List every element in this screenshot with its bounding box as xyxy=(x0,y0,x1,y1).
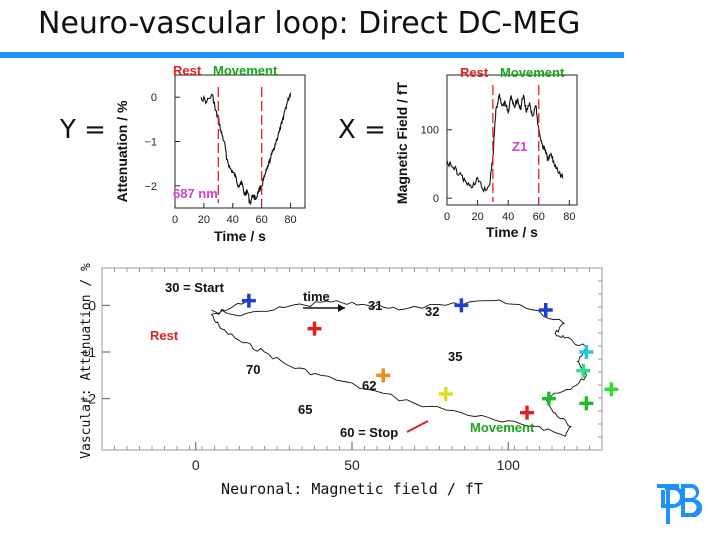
x-tick-label: 0 xyxy=(192,457,200,473)
chart2-frame xyxy=(446,74,578,206)
trajectory-marker xyxy=(579,345,594,359)
annotation-label: 70 xyxy=(246,362,260,377)
phase-loop-chart: 0 50 100 0 −1 −2 Neuronal: Magnetic field / fT… xyxy=(79,263,619,498)
wavelength-annotation: 687 nm xyxy=(173,186,218,201)
annotation-label: 32 xyxy=(425,304,439,319)
trajectory-marker xyxy=(241,293,256,308)
x-tick-label: 40 xyxy=(502,211,514,223)
x-equals-label: X = xyxy=(338,115,386,145)
channel-annotation: Z1 xyxy=(512,139,527,154)
x-tick-label: 20 xyxy=(198,214,210,226)
y-tick-label: −2 xyxy=(144,181,157,193)
annotation-label: 35 xyxy=(448,349,462,364)
annotation-label: 31 xyxy=(368,298,382,313)
y-axis-label: Magnetic Field / fT xyxy=(394,81,410,204)
annotation-label: 60 = Stop xyxy=(340,425,398,440)
y-tick-label: −1 xyxy=(80,344,96,360)
y-axis-label: Vascular: Attenuation / % xyxy=(79,263,94,459)
x-tick-label: 60 xyxy=(533,211,545,223)
y-tick-label: 100 xyxy=(421,125,439,137)
x-tick-label: 40 xyxy=(227,214,239,226)
chart3-extras: 30 = Start time 31 32 35 62 65 70 60 = Stop Rest M… xyxy=(150,280,619,440)
chart3-axes: 0 50 100 0 −1 −2 Neuronal: Magnetic field / fT… xyxy=(79,263,603,498)
y-tick-label: −2 xyxy=(80,391,96,407)
annotation-label: Movement xyxy=(470,420,535,435)
chart1-series-line xyxy=(200,92,292,206)
y-tick-label: 0 xyxy=(433,193,439,205)
title-divider xyxy=(0,52,624,58)
x-axis-label: Time / s xyxy=(214,228,266,244)
trajectory-marker xyxy=(576,363,591,378)
trajectory-marker xyxy=(307,321,322,336)
x-tick-label: 0 xyxy=(172,214,178,226)
attenuation-time-chart: 0 20 40 60 80 0 −1 −2 Time / s Attenuation / % Re… xyxy=(114,63,306,244)
x-tick-label: 60 xyxy=(256,214,268,226)
y-axis-label: Attenuation / % xyxy=(114,100,130,202)
slide-title: Neuro-vascular loop: Direct DC-MEG xyxy=(38,6,581,41)
trajectory-marker xyxy=(520,405,534,420)
y-tick-label: 0 xyxy=(88,297,96,313)
legend-movement: Movement xyxy=(213,63,278,78)
x-tick-label: 100 xyxy=(497,457,521,473)
chart2-axes: 0 20 40 60 80 100 0 Time / s Magnetic Field / fT xyxy=(394,74,578,240)
chart3-trajectory xyxy=(210,299,587,437)
trajectory-marker xyxy=(541,391,556,406)
annotation-label: 62 xyxy=(362,378,376,393)
legend-rest: Rest xyxy=(460,65,489,80)
x-tick-label: 20 xyxy=(471,211,483,223)
trajectory-marker xyxy=(438,387,453,401)
x-tick-label: 0 xyxy=(444,211,450,223)
chart2-extras: Rest Movement Z1 xyxy=(460,65,565,202)
time-arrow-head xyxy=(338,304,345,312)
chart2-series-line xyxy=(446,92,564,193)
y-tick-label: −1 xyxy=(144,137,157,149)
stop-pointer xyxy=(406,420,429,433)
x-tick-label: 80 xyxy=(563,211,575,223)
y-equals-label: Y = xyxy=(60,115,106,145)
x-axis-label: Time / s xyxy=(486,224,538,240)
ptb-logo xyxy=(657,483,703,524)
legend-rest: Rest xyxy=(173,63,202,78)
trajectory-marker xyxy=(454,298,469,313)
annotation-label: Rest xyxy=(150,328,179,343)
legend-movement: Movement xyxy=(500,65,565,80)
chart1-extras: Rest Movement 687 nm xyxy=(173,63,278,203)
chart1-axes: 0 20 40 60 80 0 −1 −2 Time / s Attenuation / % xyxy=(114,74,306,244)
trajectory-marker xyxy=(376,368,391,383)
trajectory-marker xyxy=(538,303,553,317)
annotation-label: time xyxy=(303,289,330,304)
trajectory-marker xyxy=(604,382,619,397)
annotation-label: 65 xyxy=(298,402,312,417)
x-tick-label: 80 xyxy=(284,214,296,226)
annotation-label: 30 = Start xyxy=(165,280,225,295)
magnetic-field-time-chart: 0 20 40 60 80 100 0 Time / s Magnetic Field / fT… xyxy=(394,65,578,240)
y-tick-label: 0 xyxy=(151,92,157,104)
x-tick-label: 50 xyxy=(344,457,360,473)
x-axis-label: Neuronal: Magnetic field / fT xyxy=(221,480,483,498)
trajectory-marker xyxy=(579,396,594,411)
